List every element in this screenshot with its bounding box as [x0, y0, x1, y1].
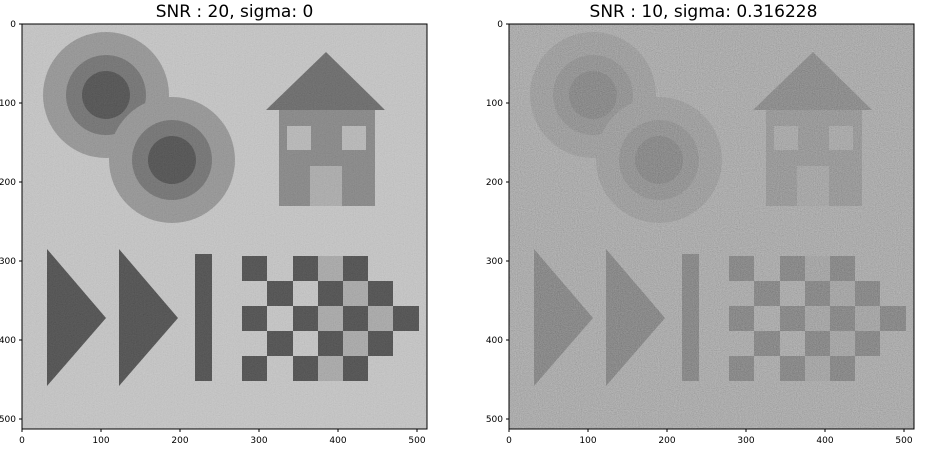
noise-overlay — [509, 24, 914, 429]
y-tick-label: 400 — [486, 336, 503, 346]
x-tick-label: 400 — [816, 436, 833, 446]
y-tick-label: 300 — [0, 257, 16, 267]
x-tick-label: 100 — [579, 436, 596, 446]
x-axis: 0 100 200 300 400 500 — [19, 429, 426, 446]
x-tick-label: 200 — [658, 436, 675, 446]
y-tick-label: 0 — [10, 20, 16, 30]
y-tick-label: 500 — [0, 415, 16, 425]
y-tick-label: 500 — [486, 415, 503, 425]
y-tick-label: 100 — [0, 99, 16, 109]
y-tick-label: 200 — [0, 178, 16, 188]
left-image-panel: SNR : 20, sigma: 0 — [0, 2, 428, 446]
image-content — [22, 24, 427, 429]
x-tick-label: 500 — [895, 436, 912, 446]
y-tick-label: 400 — [0, 336, 16, 346]
x-tick-label: 0 — [506, 436, 512, 446]
axes-frame — [508, 23, 915, 430]
y-axis: 0 100 200 300 400 500 — [0, 20, 22, 425]
x-tick-label: 300 — [737, 436, 754, 446]
panel-title: SNR : 20, sigma: 0 — [155, 2, 314, 22]
y-tick-label: 100 — [486, 99, 503, 109]
x-tick-label: 300 — [250, 436, 267, 446]
axes-frame — [21, 23, 428, 430]
y-tick-label: 200 — [486, 178, 503, 188]
y-axis: 0 100 200 300 400 500 — [486, 20, 509, 425]
x-axis: 0 100 200 300 400 500 — [506, 429, 913, 446]
right-image-panel: SNR : 10, sigma: 0.316228 — [469, 0, 938, 458]
x-tick-label: 0 — [19, 436, 25, 446]
right-image-plot: 0 100 200 300 400 500 0 100 200 300 400 … — [486, 20, 915, 446]
noise-overlay — [22, 24, 427, 429]
left-image-plot: 0 100 200 300 400 500 0 100 200 300 400 … — [0, 20, 428, 446]
y-tick-label: 300 — [486, 257, 503, 267]
x-tick-label: 200 — [171, 436, 188, 446]
x-tick-label: 500 — [408, 436, 425, 446]
image-content — [509, 24, 914, 429]
panel-title: SNR : 10, sigma: 0.316228 — [589, 2, 818, 22]
y-tick-label: 0 — [497, 20, 503, 30]
x-tick-label: 400 — [329, 436, 346, 446]
x-tick-label: 100 — [92, 436, 109, 446]
